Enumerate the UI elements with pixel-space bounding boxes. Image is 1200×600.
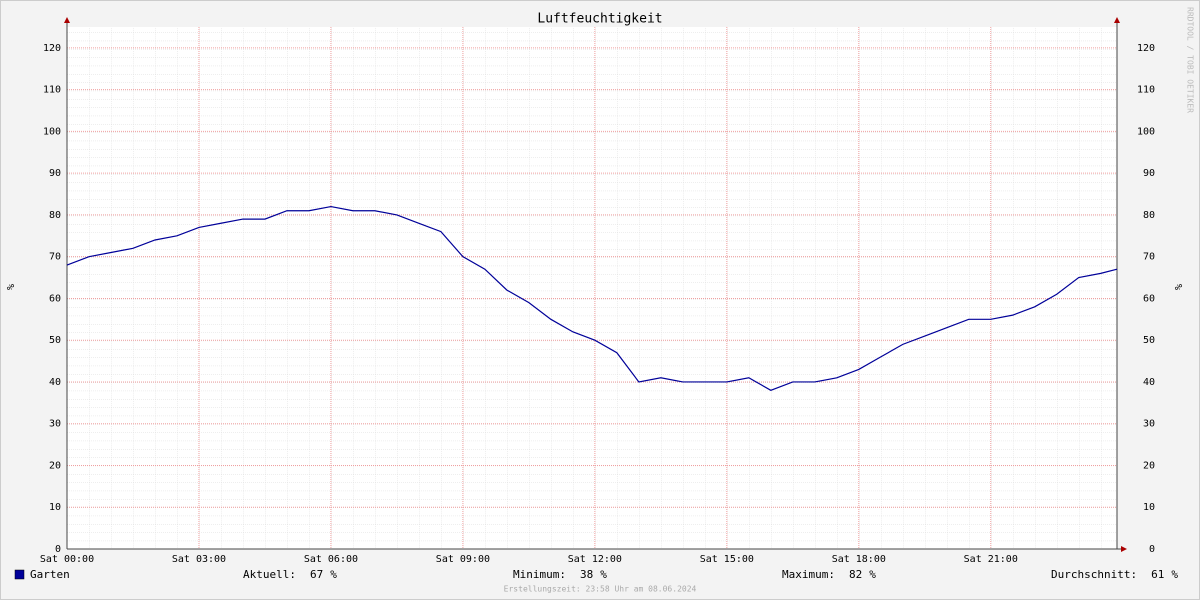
y2-tick-label: 60 xyxy=(1143,293,1155,304)
y-tick-label: 110 xyxy=(43,85,61,96)
axis-arrow xyxy=(1121,546,1127,552)
y2-tick-label: 10 xyxy=(1143,502,1155,513)
stat-label: Durchschnitt: xyxy=(1051,568,1137,581)
x-tick-label: Sat 09:00 xyxy=(436,554,490,565)
y-tick-label: 0 xyxy=(55,544,61,555)
data-line xyxy=(66,205,1118,391)
stat-unit: % xyxy=(600,568,607,581)
x-tick-label: Sat 06:00 xyxy=(304,554,358,565)
footer: Erstellungszeit: 23:58 Uhr am 08.06.2024 xyxy=(504,585,697,594)
x-tick-label: Sat 15:00 xyxy=(700,554,754,565)
y-tick-label: 20 xyxy=(49,460,61,471)
y2-tick-label: 20 xyxy=(1143,460,1155,471)
y2-tick-label: 90 xyxy=(1143,168,1155,179)
x-tick-label: Sat 03:00 xyxy=(172,554,226,565)
stat-unit: % xyxy=(330,568,337,581)
x-tick-label: Sat 18:00 xyxy=(832,554,886,565)
stat: Durchschnitt: 61% xyxy=(1051,568,1178,581)
y2-tick-label: 120 xyxy=(1137,43,1155,54)
y-tick-label: 50 xyxy=(49,335,61,346)
stat-value: 67 xyxy=(310,568,323,581)
stat-value: 61 xyxy=(1151,568,1164,581)
y2-tick-label: 30 xyxy=(1143,419,1155,430)
stat: Maximum: 82% xyxy=(782,568,876,581)
stat-label: Maximum: xyxy=(782,568,835,581)
chart-title: Luftfeuchtigkeit xyxy=(537,12,662,27)
axis-arrow xyxy=(1114,17,1120,23)
y-tick-label: 100 xyxy=(43,126,61,137)
y-tick-label: 120 xyxy=(43,43,61,54)
y2-tick-label: 40 xyxy=(1143,377,1155,388)
stat: Aktuell: 67% xyxy=(243,568,337,581)
stat-value: 82 xyxy=(849,568,862,581)
legend-label: Garten xyxy=(30,568,70,581)
stat-label: Aktuell: xyxy=(243,568,296,581)
stat-label: Minimum: xyxy=(513,568,566,581)
y-tick-label: 90 xyxy=(49,168,61,179)
axis-arrow xyxy=(64,17,70,23)
x-tick-label: Sat 12:00 xyxy=(568,554,622,565)
y2-tick-label: 70 xyxy=(1143,252,1155,263)
x-tick-label: Sat 00:00 xyxy=(40,554,94,565)
y-tick-label: 80 xyxy=(49,210,61,221)
y2-tick-label: 110 xyxy=(1137,85,1155,96)
stat: Minimum: 38% xyxy=(513,568,607,581)
y-tick-label: 40 xyxy=(49,377,61,388)
y-tick-label: 60 xyxy=(49,293,61,304)
stat-unit: % xyxy=(869,568,876,581)
legend-swatch xyxy=(14,569,25,580)
y-tick-label: 70 xyxy=(49,252,61,263)
y-tick-label: 10 xyxy=(49,502,61,513)
y2-tick-label: 100 xyxy=(1137,126,1155,137)
y2-tick-label: 50 xyxy=(1143,335,1155,346)
watermark: RRDTOOL / TOBI OETIKER xyxy=(1186,7,1195,113)
stat-value: 38 xyxy=(580,568,593,581)
stat-unit: % xyxy=(1171,568,1178,581)
y-tick-label: 30 xyxy=(49,419,61,430)
y2-tick-label: 80 xyxy=(1143,210,1155,221)
y-axis-label: % xyxy=(4,284,15,290)
x-tick-label: Sat 21:00 xyxy=(964,554,1018,565)
minor-grid xyxy=(67,27,1117,549)
y2-tick-label: 0 xyxy=(1149,544,1155,555)
y2-axis-label: % xyxy=(1172,284,1183,290)
